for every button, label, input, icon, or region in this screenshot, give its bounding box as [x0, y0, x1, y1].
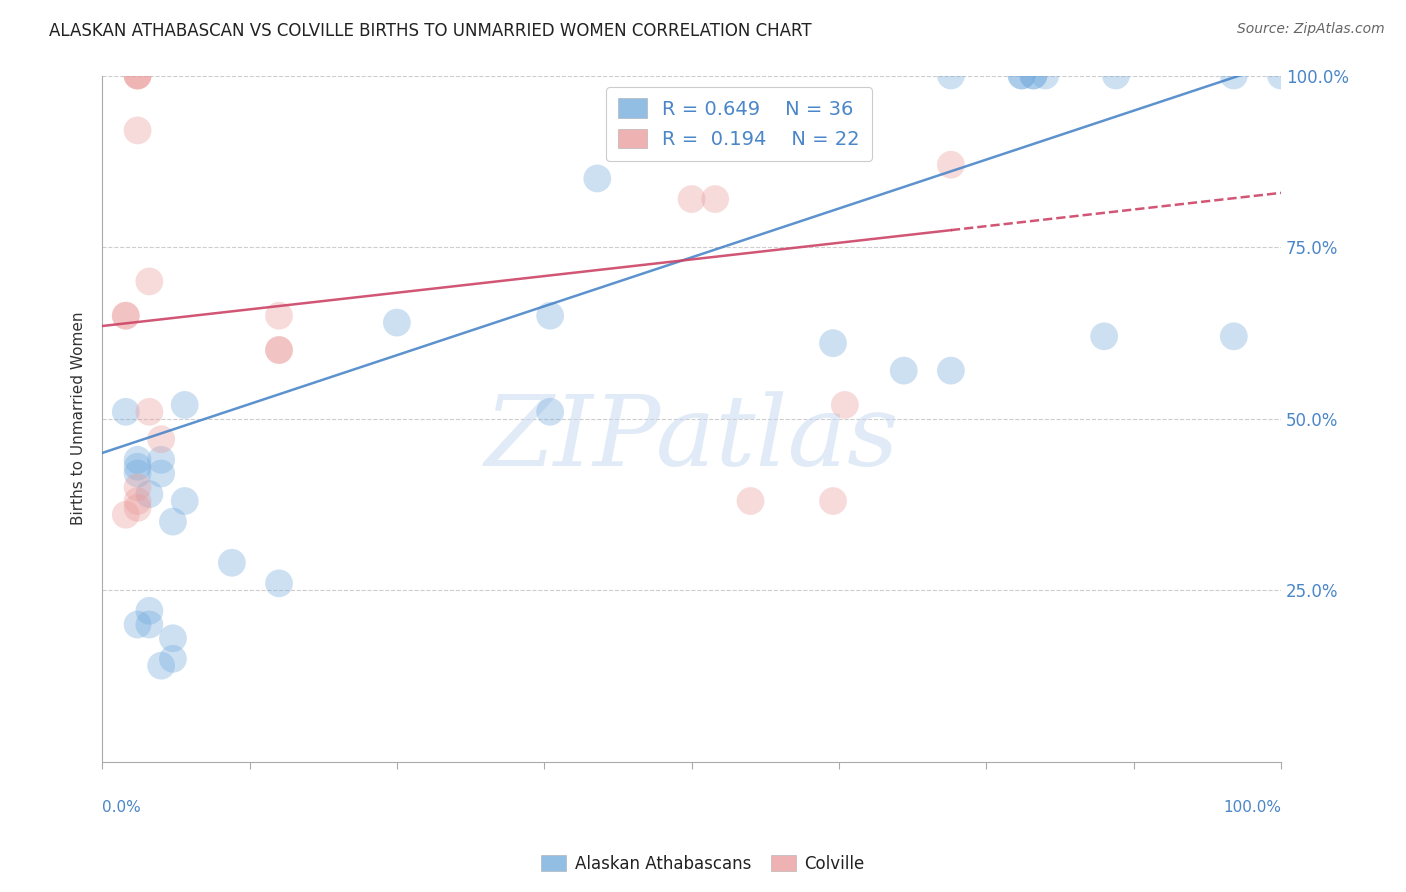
- Point: [1223, 329, 1246, 343]
- Point: [893, 363, 915, 377]
- Point: [1270, 69, 1292, 83]
- Point: [1022, 69, 1045, 83]
- Legend: Alaskan Athabascans, Colville: Alaskan Athabascans, Colville: [534, 848, 872, 880]
- Point: [1092, 329, 1115, 343]
- Point: [127, 494, 149, 508]
- Point: [1223, 69, 1246, 83]
- Text: 100.0%: 100.0%: [1223, 799, 1281, 814]
- Point: [127, 617, 149, 632]
- Point: [821, 336, 844, 351]
- Legend: R = 0.649    N = 36, R =  0.194    N = 22: R = 0.649 N = 36, R = 0.194 N = 22: [606, 87, 872, 161]
- Point: [538, 405, 561, 419]
- Point: [127, 69, 149, 83]
- Point: [1011, 69, 1033, 83]
- Point: [385, 316, 408, 330]
- Text: ALASKAN ATHABASCAN VS COLVILLE BIRTHS TO UNMARRIED WOMEN CORRELATION CHART: ALASKAN ATHABASCAN VS COLVILLE BIRTHS TO…: [49, 22, 811, 40]
- Point: [1022, 69, 1045, 83]
- Point: [221, 556, 243, 570]
- Text: Source: ZipAtlas.com: Source: ZipAtlas.com: [1237, 22, 1385, 37]
- Point: [127, 459, 149, 474]
- Point: [538, 309, 561, 323]
- Point: [740, 494, 762, 508]
- Point: [114, 508, 136, 522]
- Point: [127, 123, 149, 137]
- Point: [127, 69, 149, 83]
- Point: [939, 158, 962, 172]
- Point: [114, 405, 136, 419]
- Point: [150, 432, 173, 446]
- Point: [267, 309, 290, 323]
- Point: [162, 632, 184, 646]
- Point: [267, 343, 290, 357]
- Point: [1011, 69, 1033, 83]
- Point: [138, 604, 160, 618]
- Point: [127, 500, 149, 515]
- Text: 0.0%: 0.0%: [103, 799, 141, 814]
- Point: [681, 192, 703, 206]
- Point: [586, 171, 609, 186]
- Point: [1105, 69, 1128, 83]
- Point: [150, 453, 173, 467]
- Point: [127, 453, 149, 467]
- Point: [150, 467, 173, 481]
- Point: [114, 309, 136, 323]
- Point: [138, 274, 160, 288]
- Point: [939, 69, 962, 83]
- Point: [138, 487, 160, 501]
- Point: [173, 494, 195, 508]
- Y-axis label: Births to Unmarried Women: Births to Unmarried Women: [72, 312, 86, 525]
- Point: [267, 343, 290, 357]
- Point: [114, 309, 136, 323]
- Point: [127, 480, 149, 494]
- Point: [162, 652, 184, 666]
- Point: [834, 398, 856, 412]
- Point: [704, 192, 727, 206]
- Point: [939, 363, 962, 377]
- Point: [127, 467, 149, 481]
- Point: [173, 398, 195, 412]
- Point: [138, 617, 160, 632]
- Point: [138, 405, 160, 419]
- Point: [127, 69, 149, 83]
- Point: [150, 658, 173, 673]
- Point: [162, 515, 184, 529]
- Point: [1033, 69, 1056, 83]
- Point: [267, 576, 290, 591]
- Point: [821, 494, 844, 508]
- Text: ZIPatlas: ZIPatlas: [484, 392, 898, 487]
